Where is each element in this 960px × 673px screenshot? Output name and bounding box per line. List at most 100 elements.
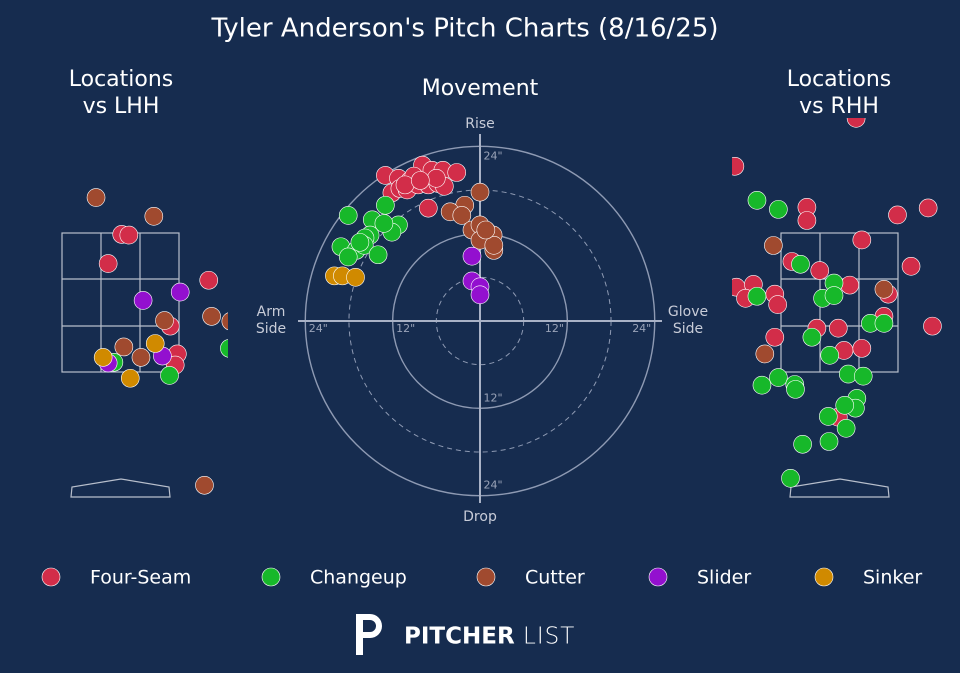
logo-icon <box>356 614 382 655</box>
axis-label: Rise <box>465 116 495 132</box>
pitch-point <box>732 156 745 176</box>
x-tick-label: 24" <box>309 322 328 335</box>
legend-marker <box>814 567 834 587</box>
pitch-point <box>820 346 840 365</box>
pitch-point <box>765 327 785 347</box>
pitch-point <box>797 211 817 230</box>
axis-label: Glove <box>668 304 708 320</box>
logo-text: LIST <box>523 624 575 650</box>
pitch-point <box>828 318 848 338</box>
pitch-point <box>793 434 812 454</box>
legend-marker <box>648 567 668 587</box>
pitch-point <box>484 235 504 255</box>
pitch-point <box>93 348 113 367</box>
pitch-point <box>338 247 358 267</box>
plot-area <box>732 118 942 488</box>
pitch-point <box>419 198 438 218</box>
axis-label: Arm <box>257 304 286 320</box>
pitch-point <box>768 295 787 314</box>
legend-marker <box>261 567 281 587</box>
pitch-point <box>98 254 118 273</box>
pitch-point <box>769 200 788 219</box>
pitch-point <box>470 285 490 305</box>
pitch-point <box>195 475 214 495</box>
pitch-point <box>755 344 775 364</box>
pitch-point <box>901 257 921 276</box>
pitch-point <box>888 205 907 225</box>
legend-marker <box>41 567 61 587</box>
pitch-point <box>835 396 855 415</box>
pitch-point <box>752 375 772 395</box>
legend-label: Four-Seam <box>90 567 191 589</box>
pitch-point <box>846 118 866 128</box>
pitch-point <box>452 206 472 225</box>
pitch-point <box>747 286 767 306</box>
pitch-point <box>840 275 860 295</box>
pitch-point <box>220 339 228 358</box>
pitch-point <box>427 169 446 188</box>
pitch-point <box>802 327 822 347</box>
pitch-point <box>374 214 394 233</box>
panel-title: vs RHH <box>799 94 879 119</box>
legend-label: Slider <box>697 567 751 589</box>
x-tick-label: 12" <box>545 322 564 335</box>
pitch-point <box>160 366 179 385</box>
pitch-point <box>221 312 228 331</box>
panel-title: Movement <box>422 76 539 101</box>
pitch-point <box>202 307 221 326</box>
pitch-point <box>874 314 894 333</box>
pitch-point <box>338 206 358 225</box>
pitch-point <box>852 230 872 250</box>
y-tick-label: 24" <box>483 479 502 492</box>
pitch-point <box>786 380 805 399</box>
pitch-point <box>918 198 938 218</box>
pitch-point <box>923 316 942 336</box>
logo-text: PITCHER <box>404 624 515 650</box>
pitch-point <box>747 191 767 210</box>
pitch-point <box>131 348 151 367</box>
panel-title: Locations <box>69 67 174 92</box>
pitch-point <box>447 163 467 182</box>
pitch-point <box>462 246 482 266</box>
pitch-point <box>810 261 830 280</box>
pitch-point <box>170 282 190 302</box>
plot-area <box>86 188 228 495</box>
axis-label: Drop <box>463 509 497 525</box>
panel-title: vs LHH <box>83 94 160 119</box>
pitch-point <box>476 220 496 240</box>
pitch-point <box>144 207 164 226</box>
pitch-point <box>819 432 839 451</box>
pitch-point <box>133 291 153 310</box>
pitch-point <box>852 339 872 358</box>
pitch-point <box>368 245 388 265</box>
legend-label: Cutter <box>525 567 585 589</box>
pitch-point <box>470 182 490 202</box>
x-tick-label: 12" <box>396 322 415 335</box>
axis-label: Side <box>256 321 286 337</box>
pitch-point <box>114 337 134 357</box>
panel-title: Locations <box>787 67 892 92</box>
y-tick-label: 12" <box>483 391 502 404</box>
pitch-point <box>791 254 810 274</box>
pitch-point <box>824 286 844 305</box>
legend-marker <box>476 567 496 587</box>
pitch-point <box>769 368 788 387</box>
chart-title: Tyler Anderson's Pitch Charts (8/16/25) <box>210 14 718 44</box>
pitch-point <box>346 268 365 287</box>
legend-label: Sinker <box>863 567 922 589</box>
pitch-point <box>764 236 783 255</box>
pitch-point <box>376 195 395 215</box>
legend-label: Changeup <box>310 567 407 589</box>
pitch-point <box>411 171 430 190</box>
y-tick-label: 24" <box>483 149 502 162</box>
pitch-point <box>781 469 800 488</box>
pitch-point <box>145 334 165 353</box>
pitch-point <box>86 188 106 207</box>
pitch-point <box>874 279 894 299</box>
pitch-point <box>350 233 370 252</box>
pitch-point <box>199 270 219 290</box>
pitch-point <box>119 225 139 245</box>
pitch-point <box>155 311 174 330</box>
